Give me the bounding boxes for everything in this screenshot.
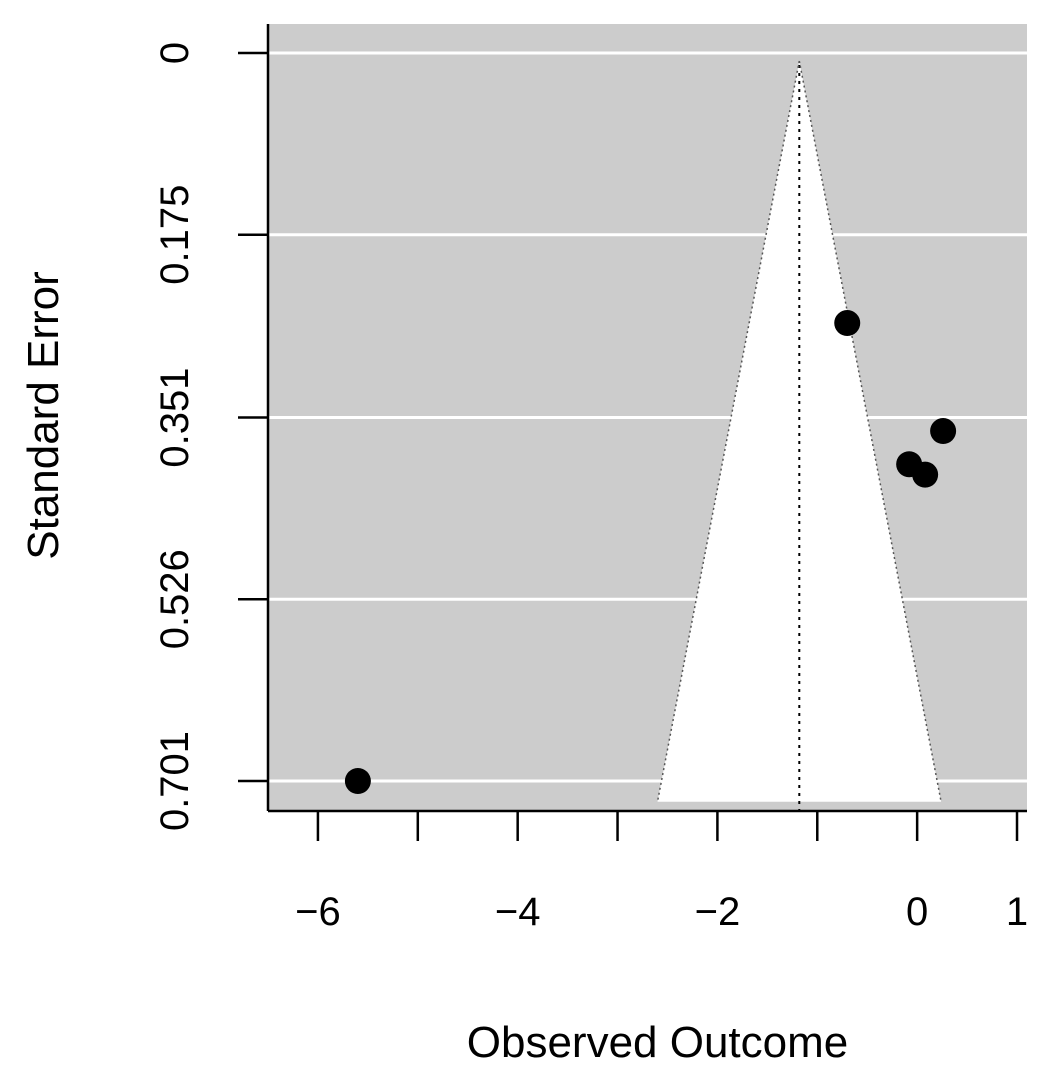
data-point (930, 418, 957, 445)
funnel-right-edge (798, 60, 942, 802)
data-point (912, 461, 939, 488)
data-point (344, 768, 371, 794)
y-axis: 0 0.175 0.351 0.526 0.701 (153, 24, 270, 831)
y-tick-label: 0.526 (153, 549, 197, 649)
y-tick-label: 0.351 (153, 367, 197, 467)
funnel-edges (656, 60, 942, 802)
x-tick-label: −2 (695, 890, 741, 934)
y-tick-label: 0 (153, 42, 197, 64)
y-tick-label: 0.701 (153, 731, 197, 831)
y-axis-title: Standard Error (19, 271, 68, 560)
x-axis-title: Observed Outcome (467, 1018, 849, 1067)
x-tick-label: 1 (1006, 890, 1028, 934)
x-tick-label: −6 (295, 890, 341, 934)
data-point (834, 310, 861, 337)
grid-lines (268, 51, 1027, 783)
y-tick-label: 0.175 (153, 185, 197, 285)
x-axis: −6 −4 −2 0 1 (268, 809, 1028, 934)
x-tick-label: 0 (906, 890, 928, 934)
data-points (344, 310, 957, 794)
funnel-region (657, 61, 942, 802)
x-tick-label: −4 (495, 890, 541, 934)
funnel-left-edge (656, 60, 801, 802)
